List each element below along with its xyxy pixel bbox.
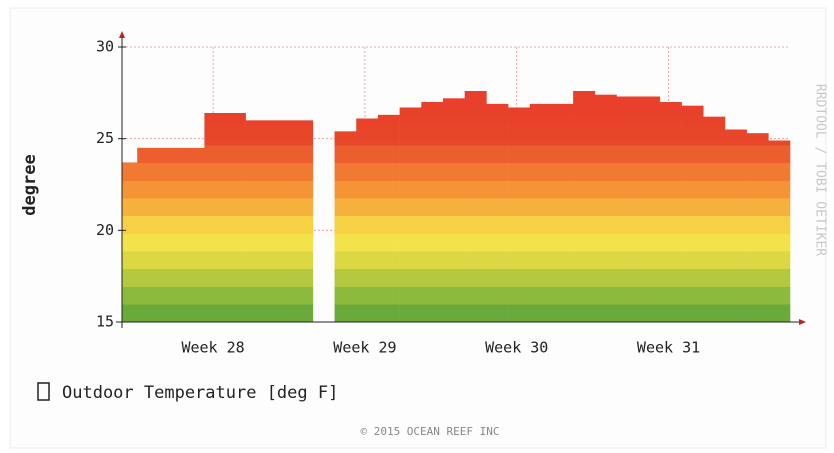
step-area (724, 129, 747, 322)
step-area (746, 133, 769, 322)
step-area (204, 113, 246, 322)
y-arrow (119, 31, 125, 38)
step-area (464, 91, 487, 322)
y-tick-label: 30 (96, 38, 114, 56)
step-area (442, 98, 465, 322)
y-tick-label: 15 (96, 313, 114, 331)
x-tick-label: Week 30 (485, 339, 548, 357)
step-area (334, 131, 357, 322)
x-arrow (799, 319, 806, 325)
step-area (122, 162, 138, 322)
footer: © 2015 OCEAN REEF INC (360, 425, 499, 438)
step-area (377, 114, 400, 322)
step-area (486, 103, 509, 322)
step-area (616, 96, 639, 322)
x-tick-label: Week 31 (637, 339, 700, 357)
step-area (137, 147, 205, 322)
step-area (573, 91, 596, 322)
step-area (638, 96, 661, 322)
step-area (399, 107, 422, 322)
y-tick-label: 20 (96, 221, 114, 239)
step-area (551, 103, 574, 322)
step-area (594, 94, 617, 323)
y-axis-label: degree (20, 154, 40, 215)
step-area (529, 103, 552, 322)
step-area (356, 118, 379, 322)
step-area (659, 102, 682, 322)
step-area (508, 107, 531, 322)
watermark: RRDTOOL / TOBI OETIKER (813, 84, 828, 256)
step-area (768, 140, 791, 322)
step-area (681, 105, 704, 323)
step-area (703, 116, 726, 323)
x-tick-label: Week 29 (333, 339, 396, 357)
step-area (421, 102, 444, 322)
y-tick-label: 25 (96, 129, 114, 147)
legend-swatch (37, 382, 50, 401)
legend-label: Outdoor Temperature [deg F] (62, 383, 338, 403)
x-tick-label: Week 28 (181, 339, 244, 357)
step-area (245, 120, 314, 322)
